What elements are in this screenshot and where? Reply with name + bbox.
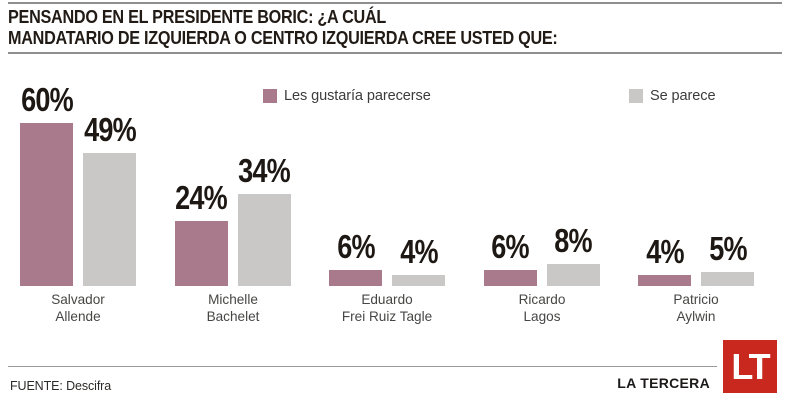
category-label: Salvador Allende bbox=[51, 291, 105, 324]
legend-label: Les gustaría parecerse bbox=[284, 87, 431, 104]
title-line-2: MANDATARIO DE IZQUIERDA O CENTRO IZQUIER… bbox=[8, 28, 558, 48]
bar bbox=[638, 275, 691, 286]
bar bbox=[392, 275, 445, 286]
page-title: PENSANDO EN EL PRESIDENTE BORIC: ¿A CUÁL… bbox=[8, 7, 710, 49]
bar-value-label: 6% bbox=[336, 228, 375, 265]
legend-item-les-gustaria: Les gustaría parecerse bbox=[263, 87, 435, 104]
bar-value-label: 4% bbox=[399, 233, 438, 270]
title-divider bbox=[8, 52, 782, 54]
bar-value-label: 60% bbox=[20, 81, 74, 118]
legend-item-se-parece: Se parece bbox=[629, 87, 717, 104]
bar-value-label: 8% bbox=[554, 222, 592, 259]
bar-value-label: 49% bbox=[83, 111, 137, 148]
title-line-1: PENSANDO EN EL PRESIDENTE BORIC: ¿A CUÁL bbox=[8, 7, 387, 27]
bar bbox=[483, 270, 537, 286]
bar bbox=[329, 270, 382, 286]
category-label: Patricio Aylwin bbox=[673, 291, 719, 324]
bar bbox=[701, 272, 754, 286]
legend-label: Se parece bbox=[650, 87, 716, 104]
top-divider bbox=[8, 2, 782, 4]
legend-swatch-se-parece bbox=[629, 88, 644, 103]
category-label: Ricardo Lagos bbox=[518, 291, 565, 324]
bar bbox=[546, 264, 600, 286]
legend-swatch-les-gustaria bbox=[263, 88, 277, 103]
bar-value-label: 24% bbox=[175, 179, 228, 216]
bar bbox=[83, 153, 136, 286]
brand-name: LA TERCERA bbox=[617, 375, 710, 391]
bar bbox=[20, 123, 73, 286]
footer-divider bbox=[8, 366, 717, 367]
category-label: Eduardo Frei Ruiz Tagle bbox=[341, 291, 433, 324]
bar bbox=[237, 194, 291, 286]
plot-area: 60% 49% 24% 34% 6% 4% 6% 8% 4% 5% bbox=[0, 76, 790, 286]
source-note: FUENTE: Descifra bbox=[10, 378, 112, 393]
category-label: Michelle Bachelet bbox=[206, 291, 259, 324]
bar bbox=[174, 221, 228, 286]
bar-value-label: 6% bbox=[491, 228, 529, 265]
bar-value-label: 34% bbox=[238, 152, 291, 189]
la-tercera-logo: LT bbox=[723, 340, 777, 393]
bar-value-label: 5% bbox=[708, 230, 747, 267]
chart-legend: Les gustaría parecerse Se parece bbox=[263, 87, 718, 104]
bar-value-label: 4% bbox=[645, 233, 684, 270]
